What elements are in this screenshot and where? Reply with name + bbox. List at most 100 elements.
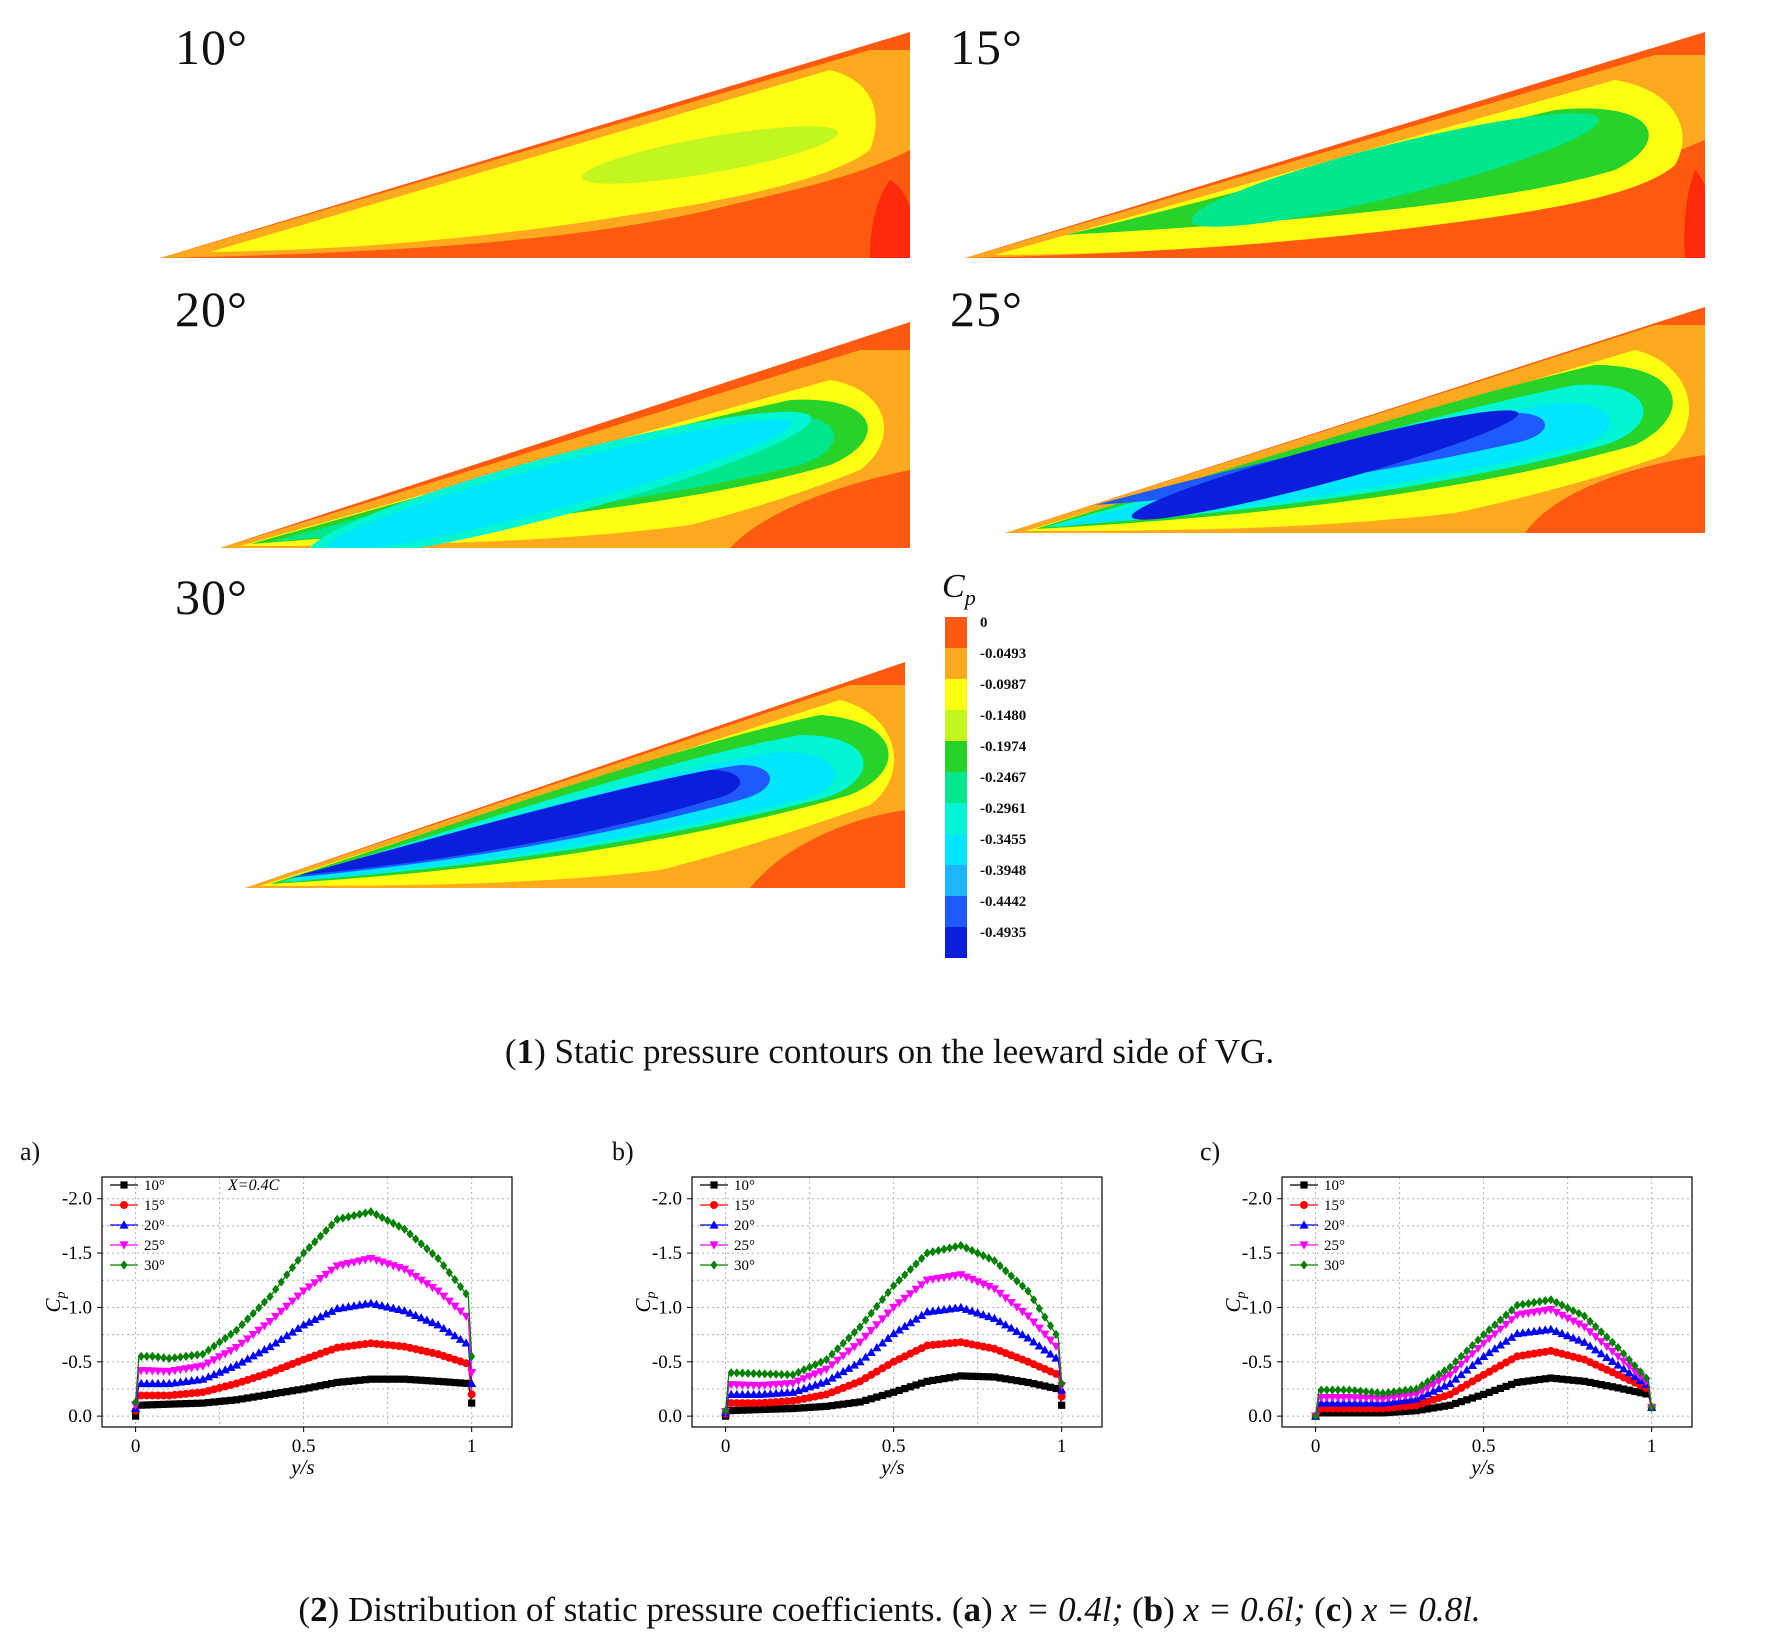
data-marker [771,1381,781,1390]
data-marker [1023,1312,1033,1321]
legend: 10° 15° 20° 25° 30° [1290,1178,1345,1274]
data-marker [1551,1326,1562,1335]
data-marker [1496,1384,1505,1393]
data-marker [1484,1347,1494,1357]
data-marker [821,1376,832,1385]
data-marker [789,1404,797,1413]
data-marker [423,1377,431,1385]
data-marker [244,1314,252,1324]
data-marker [254,1348,264,1357]
data-marker [1614,1343,1622,1353]
data-marker [755,1406,763,1414]
data-marker [1434,1383,1444,1393]
data-marker [339,1378,347,1386]
data-marker [1396,1408,1404,1416]
contour-fill [160,32,910,258]
data-marker [946,1374,954,1382]
data-marker [455,1334,466,1343]
data-marker [154,1391,163,1400]
data-marker [299,1320,309,1329]
data-marker [817,1357,825,1367]
data-marker [132,1412,140,1420]
data-marker [1389,1393,1399,1402]
data-marker [1547,1374,1555,1382]
data-marker [1596,1349,1606,1358]
data-marker [961,1273,972,1282]
data-marker [845,1333,853,1343]
data-marker [884,1287,892,1298]
grid [102,1177,512,1427]
data-marker [906,1383,915,1391]
data-marker [1007,1376,1015,1384]
plot-frame [101,1176,513,1428]
data-marker [794,1367,803,1377]
x-tick-label: 0 [721,1436,731,1457]
data-marker [929,1247,937,1257]
contour-panel-20 [220,322,910,548]
data-marker [160,1400,168,1408]
data-marker [1328,1409,1337,1417]
data-marker [1580,1377,1589,1385]
data-marker [1334,1409,1342,1417]
data-marker [384,1375,392,1383]
colorbar-swatch [945,803,967,834]
x-tick-label: 1 [1057,1436,1067,1457]
data-marker [462,1359,471,1368]
data-marker [192,1363,202,1372]
data-marker [327,1266,337,1275]
plot-frame [1281,1176,1693,1428]
data-marker [338,1261,348,1270]
data-marker [884,1390,892,1398]
data-marker [1017,1308,1028,1317]
data-marker [849,1343,860,1352]
data-marker [1624,1362,1634,1372]
data-marker [416,1276,426,1285]
data-marker [181,1365,191,1374]
data-marker [939,1273,949,1283]
series-20° [721,1302,1067,1417]
data-marker [766,1405,775,1413]
data-marker [1462,1355,1472,1364]
data-marker [1619,1364,1629,1373]
data-marker [221,1397,229,1405]
data-marker [1569,1376,1577,1384]
data-marker [1502,1382,1510,1391]
data-marker [204,1398,213,1407]
data-marker [148,1351,157,1361]
data-marker [378,1212,386,1223]
colorbar-swatch [945,679,967,710]
data-marker [1378,1395,1388,1404]
data-marker [1463,1396,1471,1404]
data-marker [1429,1404,1437,1412]
data-marker [912,1381,920,1389]
legend-label: 10° [1324,1178,1345,1194]
data-marker [1340,1409,1348,1417]
data-marker [974,1248,982,1258]
data-marker [1575,1377,1583,1385]
series-15° [131,1339,476,1415]
data-marker [361,1376,369,1384]
data-marker [411,1273,421,1282]
data-marker [710,1201,718,1209]
data-marker [176,1400,185,1408]
data-marker [984,1311,994,1321]
data-marker [1507,1316,1517,1325]
data-marker [1463,1346,1471,1356]
data-marker [1491,1386,1499,1395]
data-marker [934,1375,943,1384]
colorbar-title: Cp [942,568,976,610]
data-marker [209,1356,219,1365]
data-marker [866,1327,876,1336]
data-marker [1040,1330,1050,1339]
data-marker [137,1391,146,1400]
colorbar-tick-label: -0.4935 [980,925,1027,941]
data-marker [339,1213,347,1223]
contour-panel-10 [160,32,910,258]
data-marker [866,1347,876,1356]
data-marker [1379,1409,1387,1417]
legend-label: 15° [144,1198,165,1214]
series-15° [721,1338,1066,1418]
data-marker [1041,1382,1049,1390]
data-marker [282,1302,292,1311]
contour-panel-30 [245,662,905,888]
